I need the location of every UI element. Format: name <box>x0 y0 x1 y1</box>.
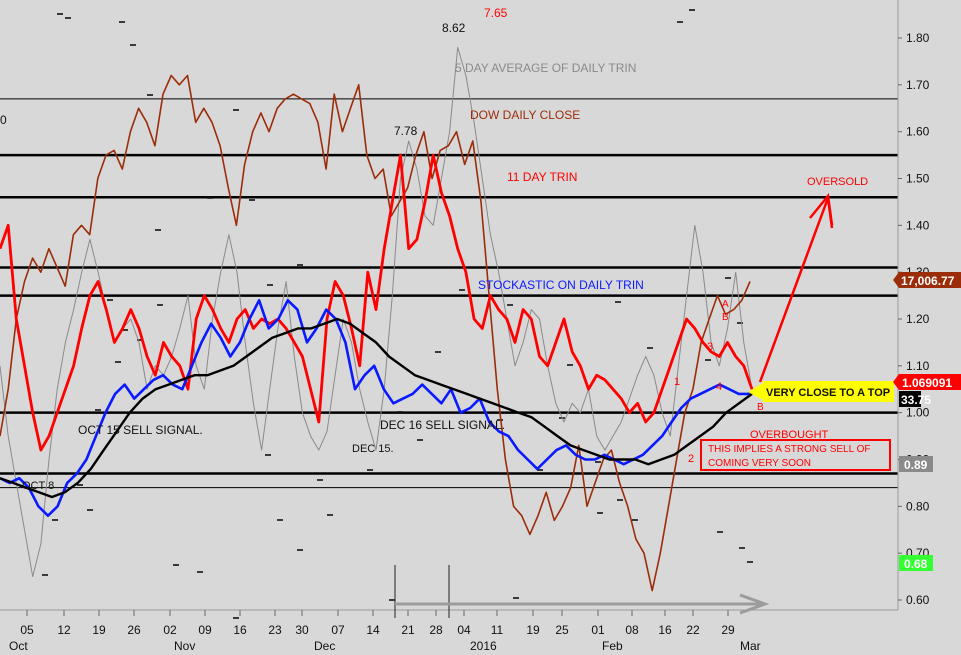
sell-warning-box: THIS IMPLIES A STRONG SELL OF COMING VER… <box>700 439 891 471</box>
x-tick-label: 12 <box>57 623 71 637</box>
x-month-label: Mar <box>740 639 761 653</box>
sell-warning-line1: THIS IMPLIES A STRONG SELL OF <box>708 444 870 455</box>
x-month-label: Nov <box>174 639 195 653</box>
x-tick-label: 14 <box>366 623 380 637</box>
badge-green: 0.68 <box>899 555 933 571</box>
badge-trin11-value: 1.069091 <box>902 376 952 390</box>
scatter-dashes <box>42 9 753 619</box>
label-b-top: B <box>722 312 729 323</box>
x-axis: 05 12 19 26 02 09 16 23 30 07 14 21 28 04 11 19 25 01 08 16… <box>9 610 761 653</box>
horizontal-levels <box>0 98 898 489</box>
label-dec16-sell: DEC 16 SELL SIGNAL. <box>380 418 505 432</box>
x-tick-label: 19 <box>92 623 106 637</box>
badge-dow: 17,006.77 <box>893 272 961 288</box>
label-zero: 0 <box>0 113 7 127</box>
count-2: 2 <box>688 453 694 465</box>
x-tick-label: 19 <box>526 623 540 637</box>
label-oct8: OCT 8 <box>22 480 54 492</box>
x-tick-label: 16 <box>233 623 247 637</box>
label-oversold: OVERSOLD <box>807 176 868 188</box>
badge-dow-value: 17,006.77 <box>901 274 955 288</box>
x-tick-label: 08 <box>625 623 639 637</box>
badge-trin5-value: 0.89 <box>904 458 928 472</box>
y-tick-label: 1.60 <box>906 125 930 139</box>
count-3: 3 <box>707 341 713 353</box>
sell-warning-line2: COMING VERY SOON <box>708 458 811 469</box>
badge-green-value: 0.68 <box>904 557 928 571</box>
x-tick-label: 28 <box>429 623 443 637</box>
x-tick-label: 29 <box>721 623 735 637</box>
x-tick-label: 02 <box>163 623 177 637</box>
y-tick-label: 1.70 <box>906 78 930 92</box>
badge-stoch-value: 33.75 <box>901 393 931 407</box>
x-tick-label: 16 <box>658 623 672 637</box>
x-month-label: Dec <box>314 639 335 653</box>
label-11day-trin: 11 DAY TRIN <box>507 170 577 184</box>
series-line-0 <box>0 74 751 592</box>
x-tick-label: 26 <box>127 623 141 637</box>
y-tick-label: 0.80 <box>906 499 930 513</box>
x-tick-label: 07 <box>331 623 345 637</box>
y-tick-label: 0.60 <box>906 593 930 607</box>
y-tick-label: 1.10 <box>906 359 930 373</box>
badge-stoch: 33.75 <box>899 391 931 407</box>
y-tick-label: 1.00 <box>906 406 930 420</box>
y-tick-label: 1.50 <box>906 172 930 186</box>
y-tick-label: 1.80 <box>906 31 930 45</box>
label-overbought: OVERBOUGHT <box>750 429 829 441</box>
label-a: A <box>722 299 729 310</box>
label-778: 7.78 <box>394 124 418 138</box>
x-tick-label: 01 <box>591 623 605 637</box>
x-month-label: Feb <box>602 639 623 653</box>
x-tick-label: 23 <box>268 623 282 637</box>
series-layer <box>0 46 759 592</box>
label-862: 8.62 <box>442 21 466 35</box>
label-b-bottom: B <box>757 402 764 413</box>
x-tick-label: 25 <box>555 623 569 637</box>
x-month-label: 2016 <box>470 639 497 653</box>
callout-top-text: VERY CLOSE TO A TOP <box>766 387 890 399</box>
x-tick-label: 09 <box>198 623 212 637</box>
projection-arrow <box>758 192 834 383</box>
label-765: 7.65 <box>484 6 508 20</box>
x-tick-label: 04 <box>457 623 471 637</box>
label-oct15-sell: OCT 15 SELL SIGNAL. <box>78 423 203 437</box>
x-tick-label: 30 <box>295 623 309 637</box>
badge-trin11: 1.069091 <box>893 374 961 390</box>
x-tick-label: 05 <box>20 623 34 637</box>
label-5day-trin: 5 DAY AVERAGE OF DAILY TRIN <box>455 61 636 75</box>
x-tick-label: 21 <box>401 623 415 637</box>
badge-trin5: 0.89 <box>899 456 933 472</box>
count-1: 1 <box>674 376 680 388</box>
x-tick-label: 11 <box>491 623 504 637</box>
series-line-4 <box>0 317 753 499</box>
series-line-2 <box>0 153 754 452</box>
label-stochastic: STOCKASTIC ON DAILY TRIN <box>478 278 644 292</box>
label-dow-close: DOW DAILY CLOSE <box>470 108 580 122</box>
y-tick-label: 1.40 <box>906 218 930 232</box>
forward-arrow <box>395 593 770 615</box>
top-callout: VERY CLOSE TO A TOP <box>748 381 894 402</box>
y-tick-label: 1.20 <box>906 312 930 326</box>
x-month-label: Oct <box>9 639 28 653</box>
x-tick-label: 22 <box>686 623 700 637</box>
count-4: 4 <box>716 381 722 393</box>
label-dec15: DEC 15. <box>352 443 394 455</box>
